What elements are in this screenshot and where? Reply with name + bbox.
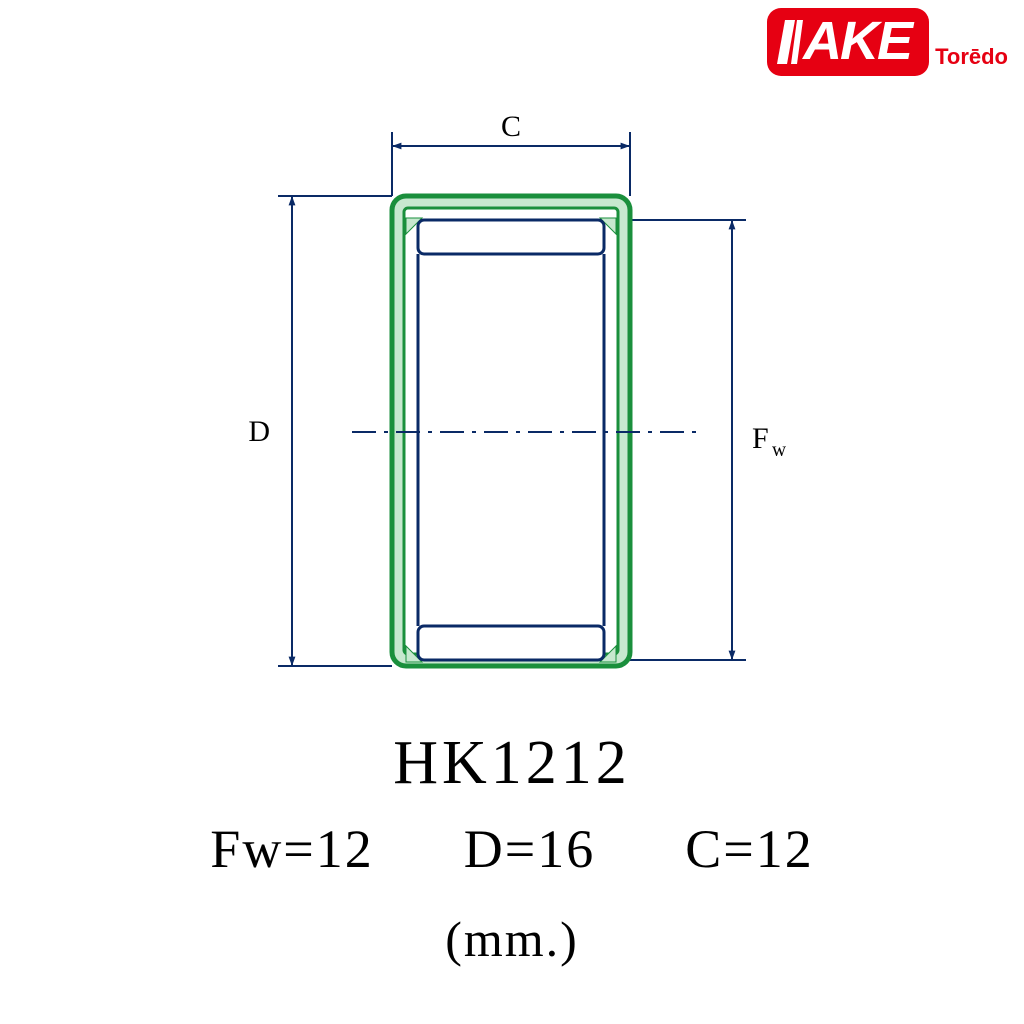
dimensions-row: Fw=12 D=16 C=12 [0, 818, 1024, 880]
brand-badge: AKE [767, 8, 929, 76]
bearing-diagram: C D Fw [212, 112, 812, 696]
svg-text:F: F [752, 422, 769, 455]
svg-text:C: C [501, 112, 521, 143]
brand-slash-icon [777, 20, 803, 64]
svg-text:w: w [772, 440, 786, 461]
brand-logo: AKE Torēdo [767, 8, 1008, 76]
dim-fw: Fw=12 [210, 818, 373, 880]
brand-text: AKE [803, 11, 911, 71]
dim-c: C=12 [685, 818, 813, 880]
dim-d: D=16 [464, 818, 595, 880]
unit-label: (mm.) [0, 910, 1024, 968]
product-model: HK1212 [0, 728, 1024, 799]
brand-subtext: Torēdo [935, 44, 1008, 70]
svg-text:D: D [248, 415, 270, 448]
